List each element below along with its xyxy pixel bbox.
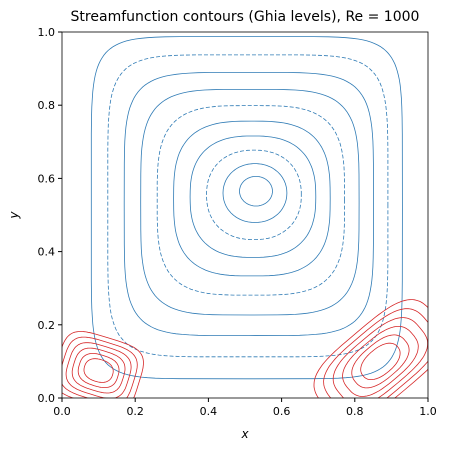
contour-line: [332, 317, 428, 398]
contour-line: [313, 299, 428, 398]
contour-line: [107, 54, 389, 358]
x-tick-label: 0.8: [346, 405, 364, 418]
x-tick-label: 0.2: [126, 405, 144, 418]
contour-line: [71, 347, 126, 394]
x-tick-label: 0.0: [53, 405, 71, 418]
y-tick-label: 1.0: [38, 26, 56, 39]
contours: [62, 36, 428, 398]
y-tick-label: 0.8: [38, 99, 56, 112]
y-tick-label: 0.4: [38, 246, 56, 259]
x-tick-label: 1.0: [419, 405, 437, 418]
contour-line: [360, 342, 401, 380]
y-axis-label: y: [7, 211, 21, 220]
contour-line: [90, 36, 403, 380]
x-tick-label: 0.4: [200, 405, 218, 418]
y-tick-label: 0.0: [38, 392, 56, 405]
contour-line: [140, 89, 360, 316]
x-tick-label: 0.6: [273, 405, 291, 418]
contour-line: [342, 326, 419, 397]
contour-line: [77, 353, 120, 388]
contour-line: [62, 336, 138, 398]
y-tick-label: 0.2: [38, 319, 56, 332]
contour-line: [65, 342, 132, 398]
contour-line: [189, 135, 317, 258]
contour-line: [351, 334, 410, 389]
contour-line: [206, 149, 302, 240]
contour-line: [173, 120, 331, 277]
contour-line: [239, 176, 273, 207]
contour-line: [323, 308, 428, 398]
axes-frame: [61, 31, 429, 399]
contour-line: [83, 358, 114, 383]
y-tick-label: 0.6: [38, 172, 56, 185]
x-axis-label: x: [240, 427, 249, 441]
contour-line: [62, 331, 144, 398]
contour-line: [123, 72, 374, 337]
chart-title: Streamfunction contours (Ghia levels), R…: [71, 9, 420, 25]
contour-line: [156, 105, 345, 296]
contour-line: [222, 163, 288, 223]
